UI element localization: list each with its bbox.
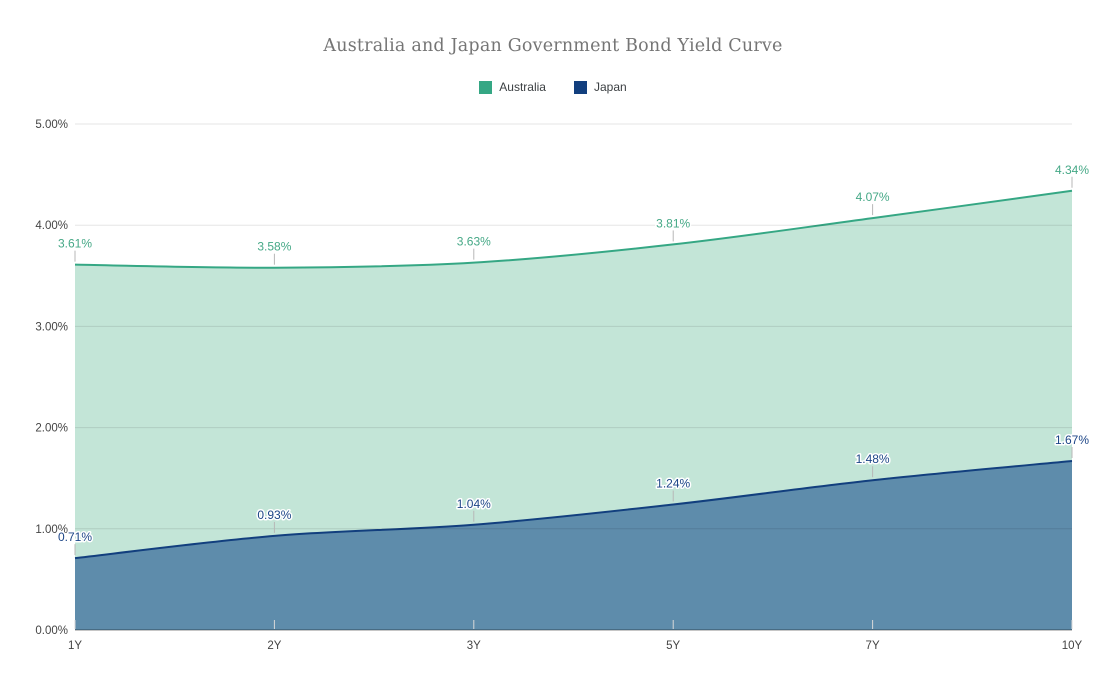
data-label-australia: 4.34% (1055, 163, 1089, 177)
y-axis-label: 2.00% (35, 423, 68, 435)
legend-swatch-australia-icon (479, 80, 493, 94)
x-axis-label: 2Y (267, 640, 281, 652)
data-label-japan: 1.04% (457, 497, 491, 511)
data-label-australia: 4.07% (856, 190, 890, 204)
legend-label-japan: Japan (593, 80, 627, 94)
data-label-japan: 1.67% (1055, 433, 1089, 447)
x-axis-label: 5Y (666, 640, 680, 652)
data-label-australia: 3.61% (58, 237, 92, 251)
data-label-japan: 1.48% (856, 452, 890, 466)
y-axis-label: 1.00% (35, 524, 68, 536)
data-label-japan: 0.71% (58, 530, 92, 544)
data-label-japan: 1.24% (656, 477, 690, 491)
data-label-australia: 3.63% (457, 235, 491, 249)
legend-swatch-japan-icon (573, 80, 587, 94)
legend-label-australia: Australia (499, 80, 546, 94)
legend-item-australia[interactable]: Australia (479, 80, 546, 94)
x-axis-label: 3Y (467, 640, 481, 652)
legend: Australia Japan (0, 80, 1106, 94)
chart-title: Australia and Japan Government Bond Yiel… (323, 36, 783, 56)
x-axis-label: 7Y (866, 640, 880, 652)
x-axis-label: 1Y (68, 640, 82, 652)
y-axis-label: 5.00% (35, 119, 68, 131)
area-series-japan[interactable] (75, 460, 1072, 630)
data-label-australia: 3.81% (656, 216, 690, 230)
y-axis-label: 3.00% (35, 321, 68, 333)
line-series-japan[interactable] (74, 460, 1073, 560)
y-axis-label: 4.00% (35, 220, 68, 232)
line-series-australia[interactable] (74, 189, 1073, 269)
data-label-japan: 0.93% (257, 508, 291, 522)
y-axis-label: 0.00% (35, 625, 68, 637)
x-axis-label: 10Y (1062, 640, 1083, 652)
data-label-australia: 3.58% (257, 240, 291, 254)
legend-item-japan[interactable]: Japan (573, 80, 627, 94)
